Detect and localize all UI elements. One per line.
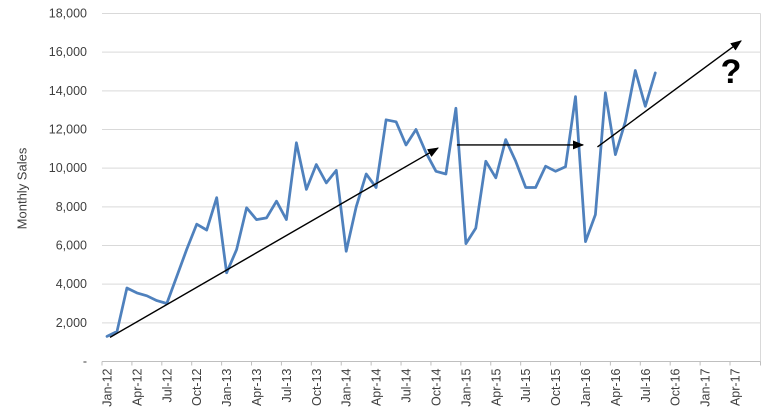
x-tick-label: Jul-14 — [400, 368, 414, 402]
y-tick-label: 6,000 — [56, 239, 87, 253]
y-tick-label: 10,000 — [49, 161, 87, 175]
y-tick-label: 18,000 — [49, 7, 87, 21]
x-tick-label: Apr-16 — [609, 368, 623, 406]
y-tick-label: 14,000 — [49, 84, 87, 98]
x-tick-label: Jul-13 — [280, 368, 294, 402]
y-tick-label: 12,000 — [49, 123, 87, 137]
x-tick-label: Jul-15 — [519, 368, 533, 402]
x-tick-label: Jan-13 — [220, 368, 234, 406]
x-tick-label: Jul-16 — [639, 368, 653, 402]
trend-arrow-rising-1 — [109, 147, 439, 338]
y-tick-label: - — [83, 355, 87, 369]
x-tick-label: Oct-13 — [310, 368, 324, 406]
y-tick-label: 8,000 — [56, 200, 87, 214]
x-tick-label: Jan-15 — [459, 368, 473, 406]
x-tick-label: Oct-12 — [190, 368, 204, 406]
y-tick-label: 2,000 — [56, 316, 87, 330]
x-tick-label: Jan-14 — [340, 368, 354, 406]
x-tick-label: Jul-12 — [160, 368, 174, 402]
x-tick-label: Apr-17 — [729, 368, 743, 406]
forecast-question-mark: ? — [721, 53, 742, 91]
monthly-sales-series-line — [105, 69, 657, 338]
x-tick-label: Apr-12 — [130, 368, 144, 406]
x-tick-label: Jan-17 — [699, 368, 713, 406]
x-tick-label: Jan-16 — [579, 368, 593, 406]
x-tick-label: Oct-14 — [429, 368, 443, 406]
x-tick-label: Oct-16 — [669, 368, 683, 406]
y-tick-label: 4,000 — [56, 277, 87, 291]
x-tick-label: Apr-14 — [370, 368, 384, 406]
y-tick-label: 16,000 — [49, 45, 87, 59]
trend-arrow-rising-2 — [597, 40, 742, 148]
x-tick-label: Oct-15 — [549, 368, 563, 406]
x-tick-label: Apr-13 — [250, 368, 264, 406]
x-tick-label: Apr-15 — [489, 368, 503, 406]
x-tick-label: Jan-12 — [101, 368, 115, 406]
